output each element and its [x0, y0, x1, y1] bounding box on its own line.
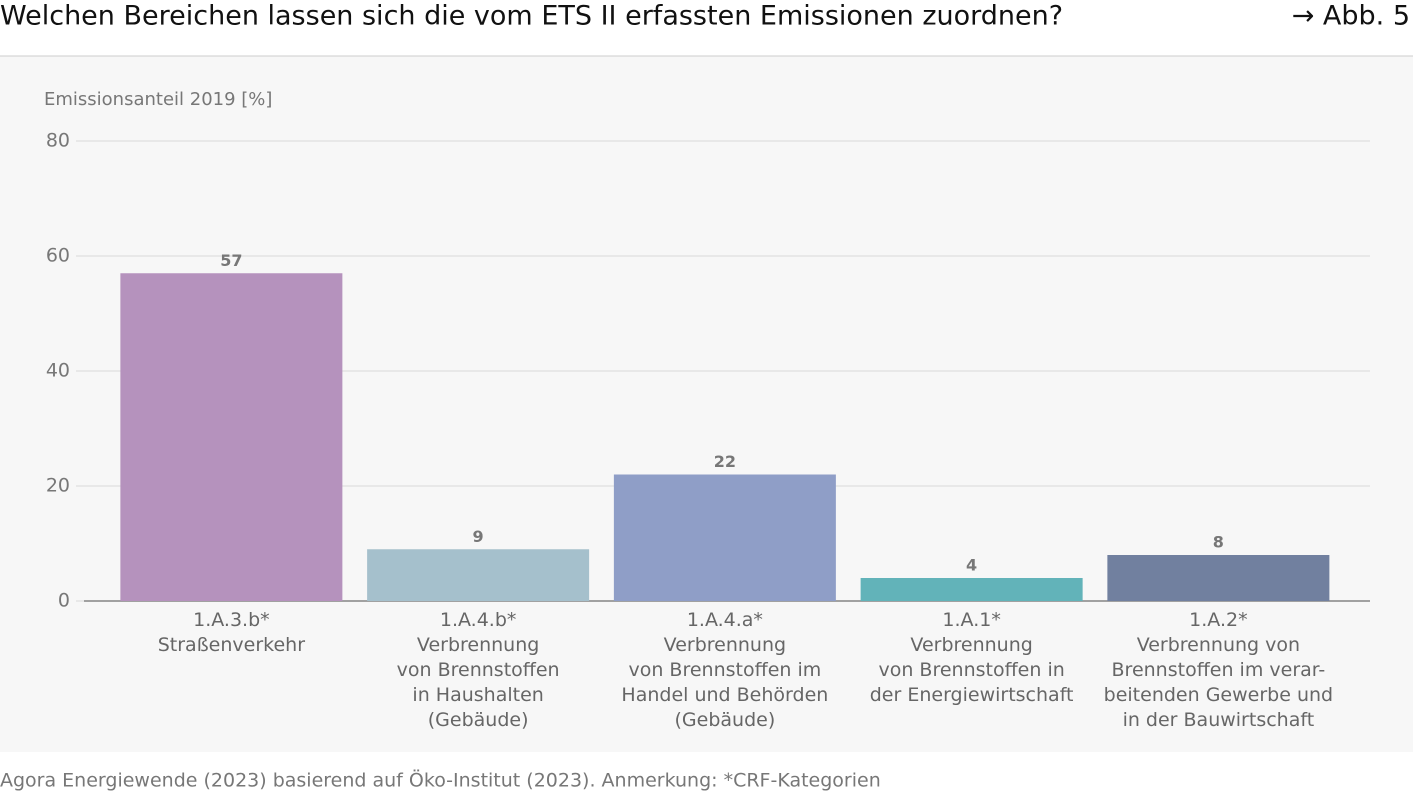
y-tick-label: 40 [46, 360, 70, 382]
y-tick-label: 60 [46, 245, 70, 267]
value-label: 22 [714, 452, 736, 471]
x-tick-label: 1.A.1* Verbrennung von Brennstoffen in der … [870, 609, 1074, 706]
x-tick-label: 1.A.4.a* Verbrennung von Brennstoffen im Ha… [621, 609, 828, 731]
bar [1107, 555, 1330, 601]
bar [367, 549, 590, 601]
figure-ref: → Abb. 5 [1292, 1, 1410, 32]
x-tick-label: 1.A.2* Verbrennung von Brennstoffen im ver… [1104, 609, 1333, 731]
value-label: 57 [220, 251, 242, 270]
bar [120, 273, 343, 601]
y-axis-label: Emissionsanteil 2019 [%] [44, 89, 272, 110]
bar [613, 474, 836, 601]
value-label: 4 [966, 556, 977, 575]
y-tick-label: 20 [46, 475, 70, 497]
source-note: Agora Energiewende (2023) basierend auf … [0, 769, 881, 792]
x-tick-label: 1.A.4.b* Verbrennung von Brennstoffen in Ha… [397, 609, 560, 731]
value-label: 9 [473, 527, 484, 546]
y-tick-label: 80 [46, 130, 70, 152]
y-tick-label: 0 [58, 590, 70, 612]
chart-title: Welchen Bereichen lassen sich die vom ET… [0, 1, 1063, 32]
x-tick-label: 1.A.3.b* Straßenverkehr [158, 609, 305, 656]
value-label: 8 [1213, 533, 1224, 552]
bar [860, 578, 1083, 601]
